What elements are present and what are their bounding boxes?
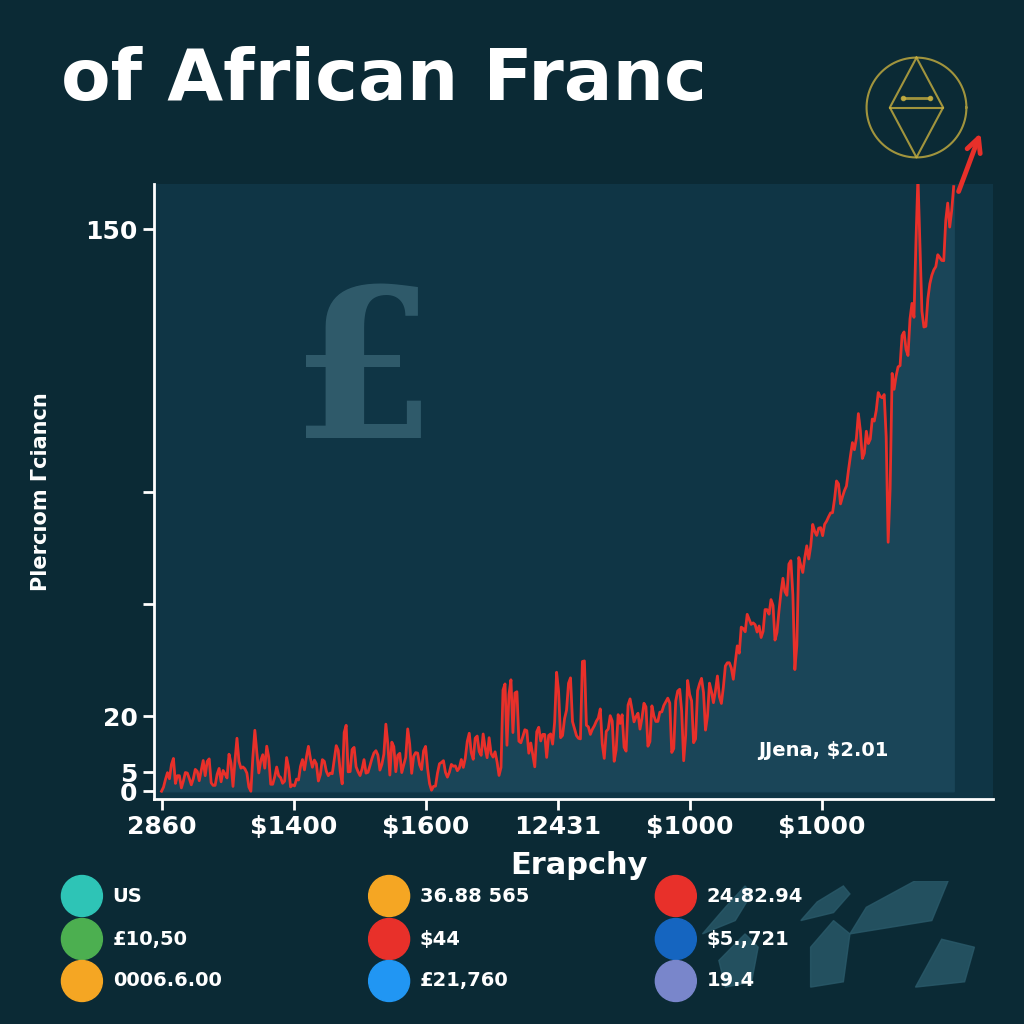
Text: of African Franc: of African Franc: [61, 46, 708, 115]
Text: Plercıom Γciancn: Plercıom Γciancn: [31, 392, 51, 591]
Text: Erapchy: Erapchy: [510, 851, 647, 880]
Polygon shape: [801, 886, 850, 921]
Text: $44: $44: [420, 930, 461, 948]
Text: US: US: [113, 887, 142, 905]
Text: £21,760: £21,760: [420, 972, 509, 990]
Text: £: £: [291, 281, 436, 481]
Polygon shape: [811, 921, 850, 987]
Text: 0006.6.00: 0006.6.00: [113, 972, 221, 990]
Text: 36.88 565: 36.88 565: [420, 887, 529, 905]
Text: 19.4: 19.4: [707, 972, 755, 990]
Polygon shape: [850, 881, 948, 934]
Text: 24.82.94: 24.82.94: [707, 887, 803, 905]
Text: £10,50: £10,50: [113, 930, 187, 948]
Polygon shape: [702, 886, 752, 934]
Polygon shape: [915, 939, 975, 987]
Text: JJena, $2.01: JJena, $2.01: [758, 740, 889, 760]
Polygon shape: [719, 934, 758, 987]
Text: $5.,721: $5.,721: [707, 930, 790, 948]
